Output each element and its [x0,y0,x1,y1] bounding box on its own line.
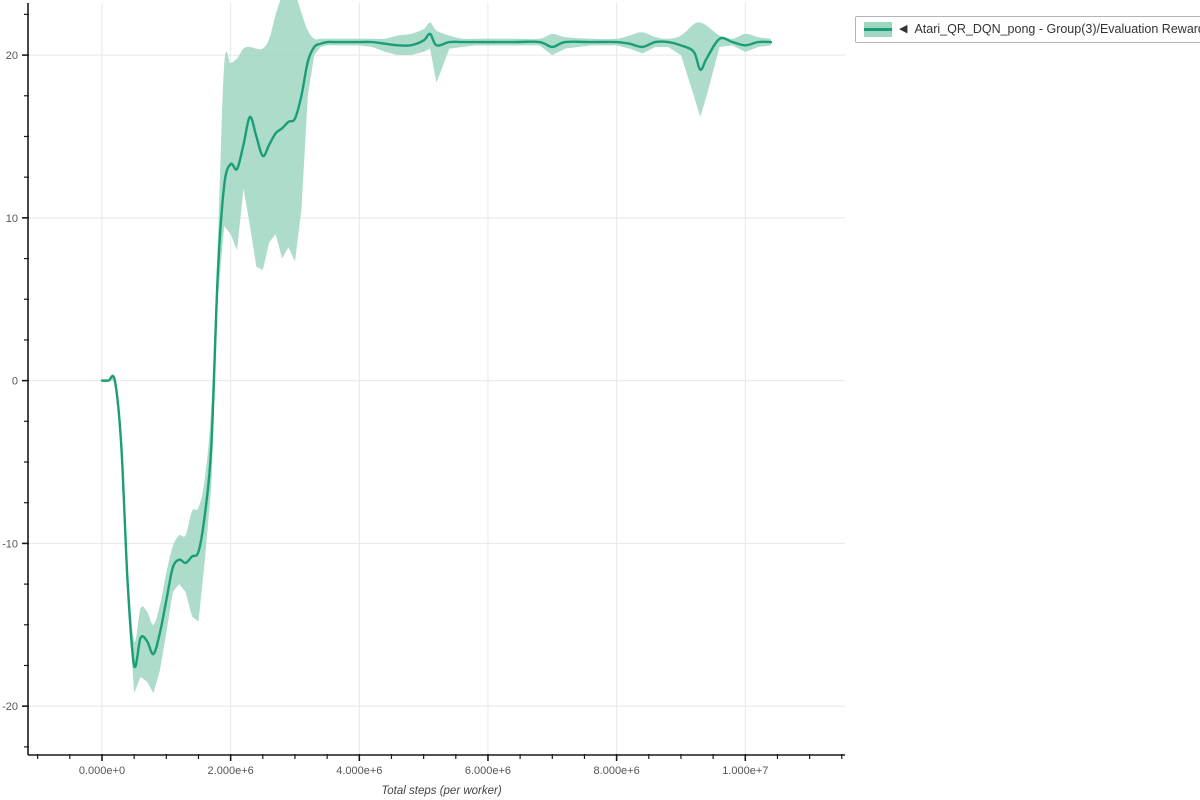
confidence-band-0 [101,0,772,694]
y-tick-label: 20 [6,50,18,62]
axis-labels: 0.000e+0 2.000e+6 4.000e+6 6.000e+6 8.000e+6… [2,50,768,797]
y-tick-label: 10 [6,213,18,225]
chart-legend[interactable]: ◀ Atari_QR_DQN_pong - Group(3)/Evaluatio… [855,16,1200,43]
legend-entry-label: Atari_QR_DQN_pong - Group(3)/Evaluation … [914,22,1200,36]
data-layer [100,0,773,694]
x-tick-label: 2.000e+6 [208,765,254,777]
y-tick-label: -20 [2,701,18,713]
x-tick-label: 8.000e+6 [594,765,640,777]
legend-color-swatch [864,22,892,37]
series-line-0 [100,32,773,669]
axes [22,3,845,761]
x-tick-label: 1.000e+7 [722,765,768,777]
x-tick-label: 6.000e+6 [465,765,511,777]
y-tick-label: 0 [12,376,18,388]
x-axis-title: Total steps (per worker) [381,785,502,797]
y-tick-label: -10 [2,538,18,550]
x-tick-label: 4.000e+6 [336,765,382,777]
x-tick-label: 0.000e+0 [79,765,125,777]
legend-collapse-icon[interactable]: ◀ [899,23,908,35]
